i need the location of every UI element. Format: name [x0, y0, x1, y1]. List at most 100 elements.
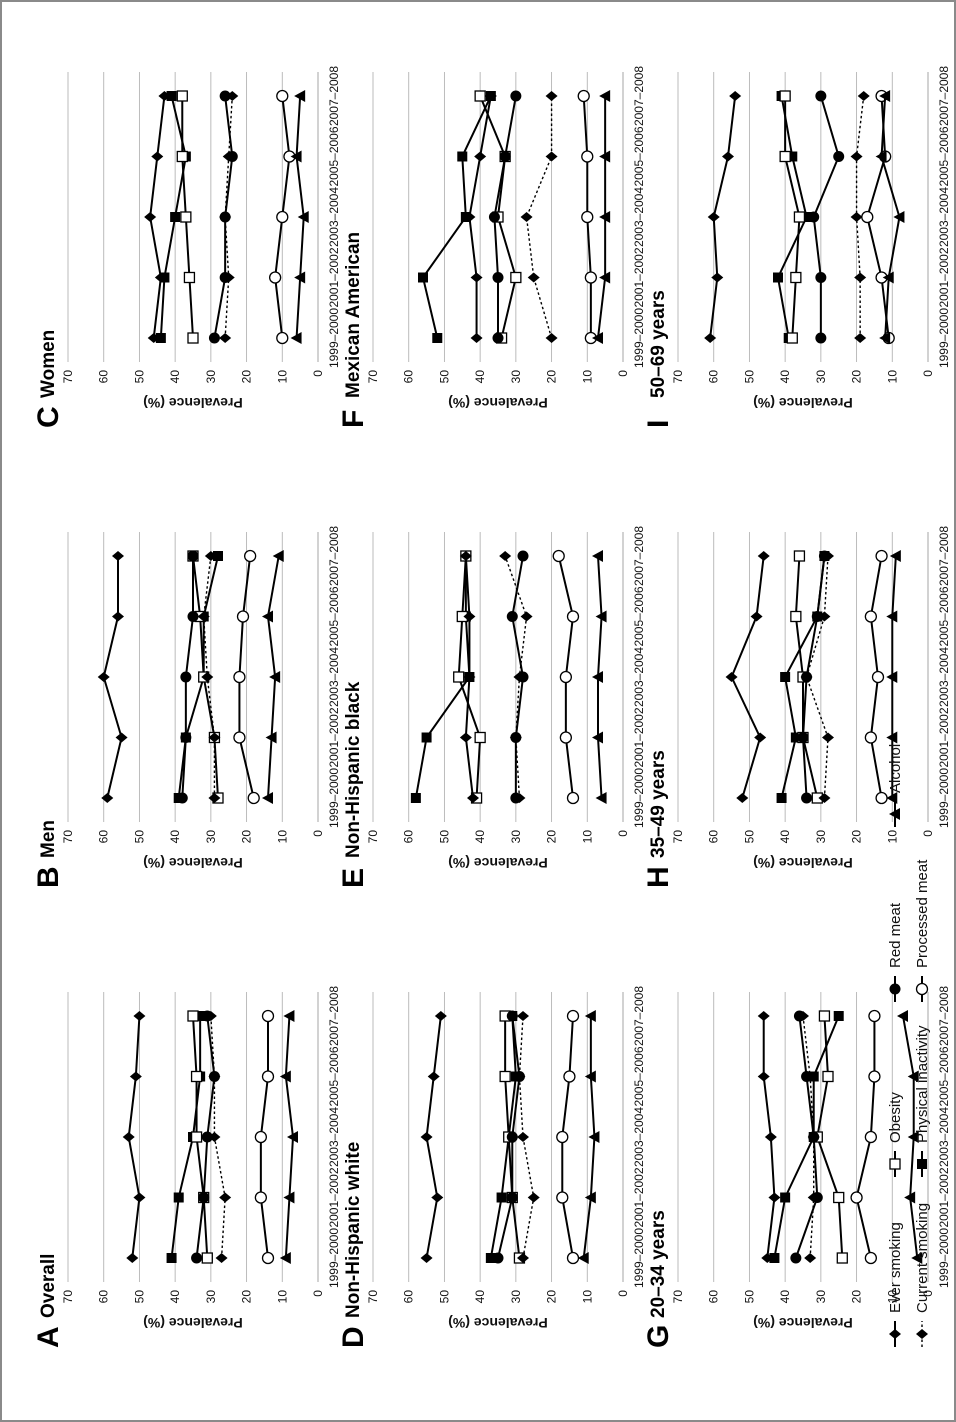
y-tick-label: 0: [921, 830, 935, 837]
data-point: [201, 1131, 213, 1143]
data-point: [750, 611, 763, 622]
x-tick-label: 1999–2000: [632, 308, 646, 368]
data-point: [513, 1071, 526, 1082]
data-point: [290, 150, 302, 163]
panel-title: 20–34 years: [648, 1210, 669, 1318]
data-point: [133, 1192, 146, 1203]
legend-item-processed-meat: Processed meat: [914, 859, 931, 1002]
data-point: [197, 611, 210, 622]
data-point: [886, 731, 898, 744]
data-point: [243, 549, 257, 563]
x-tick-label: 2001–2002: [937, 247, 951, 307]
series-ever-smoking: [704, 91, 742, 343]
x-tick-label: 2003–2004: [937, 1107, 951, 1167]
data-point: [101, 793, 114, 803]
y-tick-label: 0: [311, 370, 325, 377]
x-tick-label: 2007–2008: [327, 526, 341, 586]
data-point: [577, 1252, 589, 1264]
data-point: [488, 211, 500, 223]
data-point: [595, 792, 607, 804]
data-point: [420, 1132, 433, 1142]
data-point: [815, 272, 827, 283]
data-point: [704, 333, 717, 343]
series-alcohol: [577, 1010, 600, 1264]
y-axis-label: Prevalence (%): [143, 855, 243, 871]
data-point: [144, 212, 157, 222]
panel-h: 0 10 20 30 40 50 60 70 1999–20002001–20022003–20…: [642, 526, 951, 888]
y-tick-label: 20: [240, 370, 254, 384]
data-point: [459, 732, 472, 743]
data-point: [563, 1070, 576, 1083]
data-point: [517, 1253, 529, 1263]
x-tick-label: 1999–2000: [327, 768, 341, 828]
legend-item-red-meat: Red meat: [887, 902, 904, 1002]
y-tick-label: 40: [778, 1290, 792, 1304]
y-tick-label: 30: [204, 370, 218, 384]
data-point: [506, 1010, 518, 1022]
series-red-meat: [808, 90, 845, 344]
data-point: [187, 332, 199, 344]
legend-marker: [889, 1329, 901, 1339]
data-point: [864, 1251, 878, 1265]
data-point: [151, 151, 164, 162]
data-point: [801, 792, 813, 804]
data-point: [492, 332, 504, 344]
y-tick-label: 20: [545, 1290, 559, 1304]
series-red-meat: [492, 1010, 525, 1264]
data-point: [592, 550, 603, 562]
data-point: [584, 1070, 596, 1083]
data-point: [129, 1071, 142, 1082]
y-tick-label: 50: [742, 1290, 756, 1304]
y-tick-label: 0: [921, 370, 935, 377]
y-tick-label: 0: [616, 370, 630, 377]
y-tick-label: 0: [616, 830, 630, 837]
x-tick-label: 2007–2008: [937, 526, 951, 586]
panel-e: 0 10 20 30 40 50 60 70 1999–20002001–20022003–20…: [337, 526, 646, 888]
series-alcohol: [262, 550, 284, 804]
data-point: [722, 151, 734, 162]
x-tick-label: 1999–2000: [937, 308, 951, 368]
data-point: [584, 1010, 596, 1022]
y-tick-label: 70: [61, 370, 75, 384]
legend-label: Processed meat: [914, 859, 931, 968]
data-point: [757, 1071, 770, 1082]
data-point: [222, 272, 235, 283]
y-tick-label: 0: [311, 1290, 325, 1297]
data-point: [176, 90, 188, 102]
legend-marker: [889, 983, 901, 995]
data-point: [213, 551, 223, 561]
data-point: [815, 332, 827, 344]
series-line: [805, 555, 829, 799]
data-point: [875, 791, 888, 805]
data-point: [176, 150, 188, 163]
y-tick-label: 30: [509, 370, 523, 384]
y-tick-label: 50: [437, 1290, 451, 1304]
data-point: [833, 151, 845, 162]
y-tick-label: 70: [671, 1290, 685, 1304]
data-point: [112, 611, 124, 622]
panel-f: 0 10 20 30 40 50 60 70 1999–20002001–20022003–20…: [337, 66, 646, 428]
x-tick-label: 2001–2002: [632, 707, 646, 767]
data-point: [800, 672, 813, 682]
data-point: [265, 731, 277, 744]
y-tick-label: 0: [921, 1290, 935, 1297]
legend-marker: [916, 1329, 928, 1339]
data-point: [294, 90, 306, 102]
x-tick-label: 2005–2006: [632, 126, 646, 186]
data-point: [427, 1071, 440, 1082]
data-point: [588, 1131, 600, 1143]
series-alcohol: [897, 1010, 923, 1264]
data-point: [768, 1192, 781, 1203]
data-point: [126, 1253, 139, 1263]
data-point: [804, 1253, 817, 1263]
y-tick-label: 70: [61, 830, 75, 844]
data-point: [506, 1131, 518, 1143]
y-tick-label: 30: [509, 1290, 523, 1304]
data-point: [581, 210, 594, 224]
panel-title: 50–69 years: [648, 290, 669, 398]
y-tick-label: 60: [402, 1290, 416, 1304]
data-point: [432, 333, 443, 343]
data-point: [208, 732, 221, 743]
data-point: [822, 1070, 834, 1083]
